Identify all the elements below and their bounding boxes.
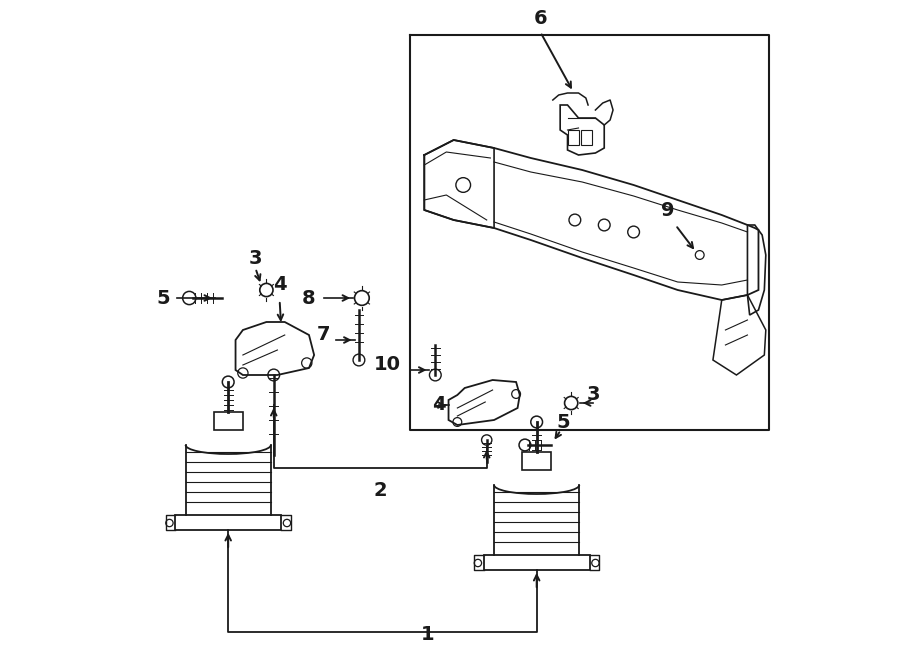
Text: 10: 10 — [374, 356, 401, 375]
Text: 8: 8 — [302, 288, 316, 307]
Text: 1: 1 — [421, 625, 435, 644]
Text: 4: 4 — [273, 276, 286, 295]
Text: 3: 3 — [248, 249, 262, 268]
Text: 2: 2 — [374, 481, 387, 500]
Bar — [580, 130, 591, 145]
Bar — [213, 412, 243, 430]
Text: 9: 9 — [661, 200, 674, 219]
Bar — [568, 130, 579, 145]
Text: 5: 5 — [556, 412, 570, 432]
Text: 7: 7 — [317, 325, 330, 344]
Text: 5: 5 — [157, 288, 170, 307]
Bar — [522, 452, 552, 470]
Text: 4: 4 — [432, 395, 446, 414]
Text: 3: 3 — [587, 385, 600, 405]
Text: 6: 6 — [534, 9, 547, 28]
